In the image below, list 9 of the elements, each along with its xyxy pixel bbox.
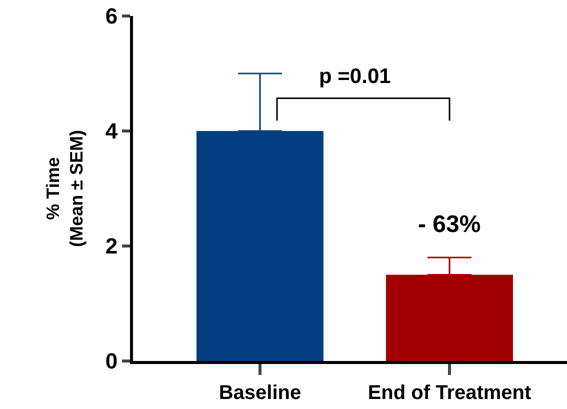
y-tick-label: 4 bbox=[105, 118, 118, 144]
y-tick-label: 0 bbox=[105, 348, 118, 374]
y-tick-label: 6 bbox=[105, 4, 118, 29]
x-tick-label: Baseline bbox=[218, 382, 302, 404]
annotation: p =0.01 bbox=[319, 65, 392, 88]
x-tick-label: End of Treatment bbox=[368, 382, 532, 404]
y-tick-label: 2 bbox=[105, 234, 118, 259]
annotation: - 63% bbox=[418, 211, 481, 238]
y-axis-title: % Time (Mean ± SEM) bbox=[43, 130, 87, 247]
